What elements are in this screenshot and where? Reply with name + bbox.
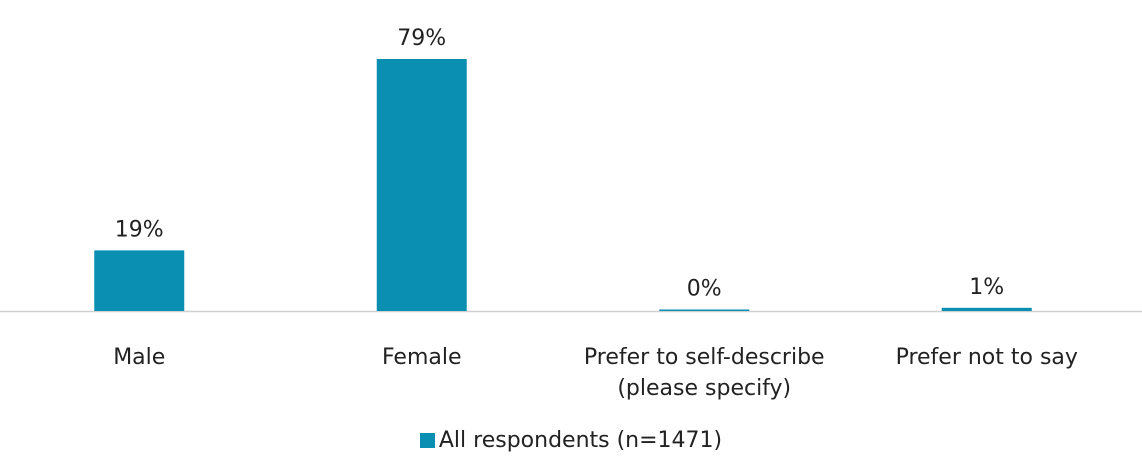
- data-label-1: 79%: [397, 26, 446, 51]
- data-label-2: 0%: [687, 277, 722, 302]
- category-label-2-line-1: (please specify): [617, 376, 791, 401]
- bar-chart: 19% Male 79% Female 0% Prefer to self-describ…: [0, 26, 1142, 401]
- data-label-3: 1%: [969, 275, 1004, 300]
- legend-label: All respondents (n=1471): [438, 428, 723, 453]
- category-label-3: Prefer not to say: [896, 345, 1078, 370]
- bar-2: [659, 309, 750, 311]
- category-label-0: Male: [113, 345, 165, 370]
- data-label-0: 19%: [115, 217, 164, 242]
- bar-0: [94, 250, 185, 311]
- legend: All respondents (n=1471): [0, 428, 1142, 453]
- bar-3: [941, 307, 1032, 311]
- bar-1: [376, 59, 467, 311]
- legend-swatch: [419, 433, 435, 448]
- category-label-1: Female: [382, 345, 462, 370]
- category-label-2-line-0: Prefer to self-describe: [584, 345, 825, 370]
